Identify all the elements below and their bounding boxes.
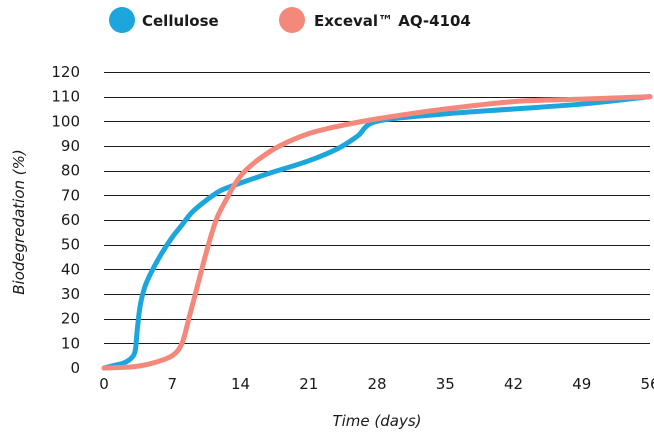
y-tick-label-30: 30 bbox=[61, 285, 80, 303]
y-tick-label-80: 80 bbox=[61, 162, 80, 180]
y-tick-label-0: 0 bbox=[70, 359, 80, 377]
y-axis-tick-labels: 0 10 20 30 40 50 60 70 80 90 100 110 120 bbox=[51, 63, 80, 377]
y-tick-label-120: 120 bbox=[51, 63, 80, 81]
gridlines bbox=[104, 72, 650, 344]
x-tick-label-56: 56 bbox=[640, 375, 654, 393]
y-tick-label-100: 100 bbox=[51, 112, 80, 130]
x-tick-label-21: 21 bbox=[299, 375, 318, 393]
series-line-exceval bbox=[101, 94, 653, 371]
legend: Cellulose Exceval™ AQ-4104 bbox=[109, 7, 471, 33]
y-tick-label-40: 40 bbox=[61, 260, 80, 278]
x-tick-label-49: 49 bbox=[572, 375, 591, 393]
x-tick-label-14: 14 bbox=[231, 375, 250, 393]
legend-marker-exceval bbox=[279, 7, 305, 33]
y-tick-label-70: 70 bbox=[61, 186, 80, 204]
x-tick-label-0: 0 bbox=[99, 375, 109, 393]
y-tick-label-50: 50 bbox=[61, 236, 80, 254]
x-tick-label-35: 35 bbox=[436, 375, 455, 393]
y-axis-title: Biodegredation (%) bbox=[10, 149, 28, 294]
legend-marker-cellulose bbox=[109, 7, 135, 33]
y-tick-label-110: 110 bbox=[51, 88, 80, 106]
x-axis-title: Time (days) bbox=[332, 412, 421, 430]
series-lines bbox=[101, 94, 653, 371]
y-tick-label-10: 10 bbox=[61, 334, 80, 352]
y-tick-label-20: 20 bbox=[61, 310, 80, 328]
x-tick-label-42: 42 bbox=[504, 375, 523, 393]
legend-label-exceval: Exceval™ AQ-4104 bbox=[314, 12, 471, 30]
x-tick-label-7: 7 bbox=[167, 375, 177, 393]
legend-label-cellulose: Cellulose bbox=[142, 12, 219, 30]
x-axis-tick-labels: 0 7 14 21 28 35 42 49 56 bbox=[99, 375, 654, 393]
x-tick-label-28: 28 bbox=[367, 375, 386, 393]
y-tick-label-60: 60 bbox=[61, 211, 80, 229]
y-tick-label-90: 90 bbox=[61, 137, 80, 155]
